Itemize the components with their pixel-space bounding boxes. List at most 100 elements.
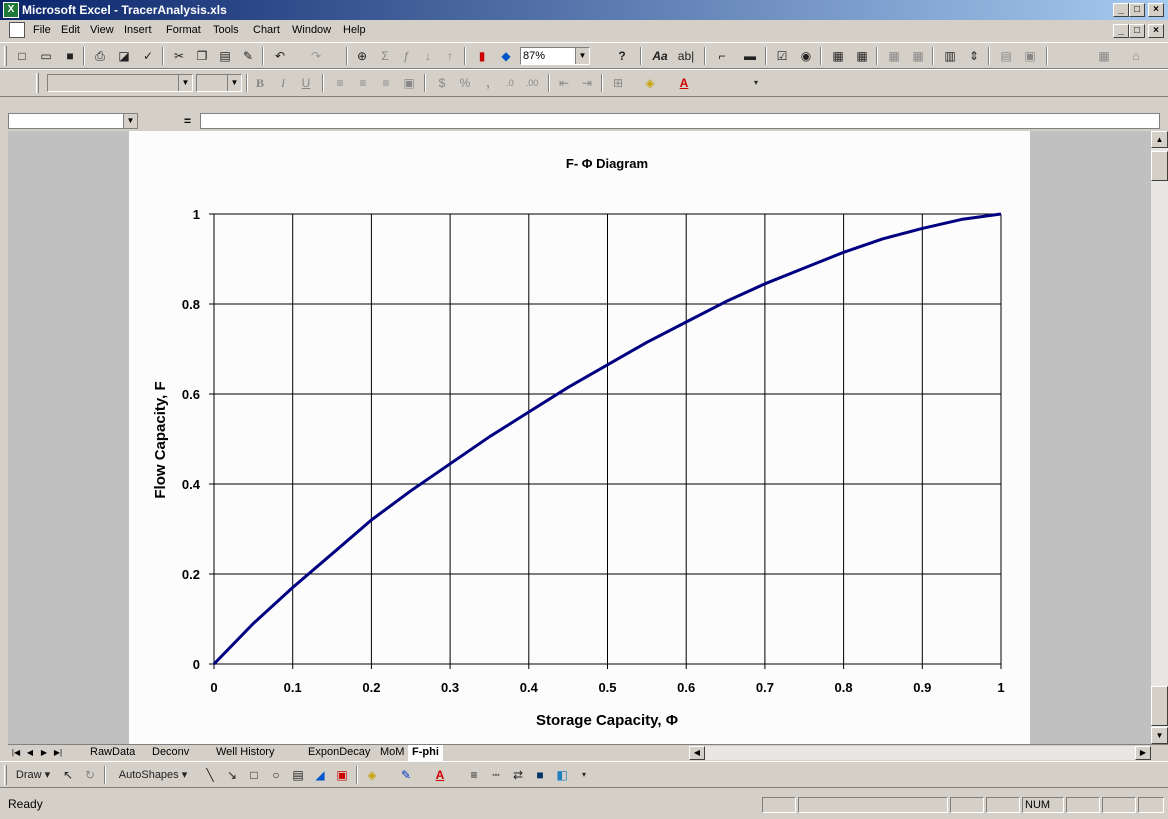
vertical-scrollbar[interactable]: ▲ ▼ bbox=[1151, 131, 1168, 744]
horizontal-scrollbar[interactable]: ◀ ▶ bbox=[689, 746, 1151, 760]
zoom-select[interactable]: 87% ▼ bbox=[520, 47, 590, 65]
fill-color-icon[interactable]: ◈ bbox=[645, 76, 655, 90]
sheet-tab-mom[interactable]: MoM bbox=[380, 746, 405, 758]
last-sheet-icon[interactable]: ▶| bbox=[53, 748, 63, 757]
sheet-tab-deconv[interactable]: Deconv bbox=[152, 746, 190, 758]
sheet-tab-expondecay[interactable]: ExponDecay bbox=[308, 746, 371, 758]
chart-wizard-icon[interactable]: ▮ bbox=[478, 49, 486, 63]
comma-button[interactable]: , bbox=[486, 76, 490, 90]
borders-icon[interactable]: ⊞ bbox=[612, 76, 624, 90]
chevron-down-icon[interactable]: ▼ bbox=[227, 75, 241, 91]
combo-list-edit-icon[interactable]: ▦ bbox=[888, 49, 900, 63]
scroll-thumb[interactable] bbox=[1151, 151, 1168, 181]
list-box-icon[interactable]: ▦ bbox=[832, 49, 844, 63]
button-control-icon[interactable]: ▬ bbox=[744, 49, 756, 63]
oval-icon[interactable]: ○ bbox=[272, 768, 280, 782]
sheet-tab-well-history[interactable]: Well History bbox=[216, 746, 275, 758]
restore-button[interactable]: □ bbox=[1129, 3, 1145, 17]
redo-icon[interactable]: ↷ bbox=[310, 49, 322, 63]
hyperlink-icon[interactable]: ⊕ bbox=[356, 49, 368, 63]
increase-decimal-icon[interactable]: .0 bbox=[506, 78, 514, 88]
text-box-icon[interactable]: ▤ bbox=[292, 768, 304, 782]
textbox-icon[interactable]: ab| bbox=[677, 49, 695, 63]
paste-icon[interactable]: ▤ bbox=[219, 49, 231, 63]
percent-button[interactable]: % bbox=[459, 76, 471, 90]
menu-insert[interactable]: Insert bbox=[124, 24, 152, 36]
underline-button[interactable]: U bbox=[301, 76, 311, 90]
scroll-left-button[interactable]: ◀ bbox=[689, 746, 705, 760]
select-objects-icon[interactable]: ↖ bbox=[62, 768, 74, 782]
first-sheet-icon[interactable]: |◀ bbox=[11, 748, 21, 757]
chart-area[interactable]: 0 0.1 0.2 0.3 0.4 0.5 0.6 0.7 0.8 0.9 1 0 0.2 0.4 0.6 0… bbox=[129, 131, 1030, 744]
wordart-icon[interactable]: ◢ bbox=[315, 768, 325, 782]
workbook-icon[interactable] bbox=[9, 22, 25, 38]
toolbar-grip[interactable] bbox=[4, 46, 7, 66]
next-sheet-icon[interactable]: ▶ bbox=[40, 748, 48, 757]
format-painter-icon[interactable]: ✎ bbox=[242, 49, 254, 63]
scroll-down-button[interactable]: ▼ bbox=[1151, 727, 1168, 744]
run-dialog-icon[interactable]: ⌂ bbox=[1132, 49, 1140, 63]
close-button[interactable]: × bbox=[1148, 3, 1164, 17]
combo-dropdown-edit-icon[interactable]: ▦ bbox=[912, 49, 924, 63]
scroll-right-button[interactable]: ▶ bbox=[1135, 746, 1151, 760]
sort-ascending-icon[interactable]: ↓ bbox=[425, 49, 431, 63]
currency-button[interactable]: $ bbox=[438, 76, 446, 90]
print-icon[interactable]: ⎙ bbox=[95, 49, 105, 63]
name-box[interactable]: ▼ bbox=[8, 113, 138, 129]
fill-color-icon[interactable]: ◈ bbox=[367, 768, 377, 782]
toolbar-grip[interactable] bbox=[4, 765, 7, 785]
scroll-bar-icon[interactable]: ▥ bbox=[944, 49, 956, 63]
align-right-icon[interactable]: ≡ bbox=[382, 76, 390, 90]
line-icon[interactable]: ╲ bbox=[206, 768, 214, 782]
font-color-icon[interactable]: A bbox=[435, 768, 445, 782]
toggle-grid-icon[interactable]: ▦ bbox=[1098, 49, 1110, 63]
arrow-icon[interactable]: ↘ bbox=[226, 768, 238, 782]
font-name-select[interactable]: ▼ bbox=[47, 74, 193, 92]
control-properties-icon[interactable]: ▤ bbox=[1000, 49, 1012, 63]
decrease-indent-icon[interactable]: ⇤ bbox=[558, 76, 570, 90]
doc-restore-button[interactable]: □ bbox=[1129, 24, 1145, 38]
menu-file[interactable]: File bbox=[33, 24, 51, 36]
spelling-icon[interactable]: ✓ bbox=[142, 49, 154, 63]
menu-chart[interactable]: Chart bbox=[253, 24, 280, 36]
toolbar-options-icon[interactable]: ▾ bbox=[753, 78, 758, 87]
minimize-button[interactable]: _ bbox=[1113, 3, 1129, 17]
chart-title[interactable]: F- Φ Diagram bbox=[566, 156, 648, 171]
undo-icon[interactable]: ↶ bbox=[274, 49, 286, 63]
menu-tools[interactable]: Tools bbox=[213, 24, 239, 36]
toolbar-options-icon[interactable]: ▾ bbox=[581, 770, 586, 779]
menu-edit[interactable]: Edit bbox=[61, 24, 80, 36]
help-icon[interactable]: ? bbox=[618, 49, 626, 63]
align-center-icon[interactable]: ≡ bbox=[359, 76, 367, 90]
dash-style-icon[interactable]: ┅ bbox=[492, 768, 500, 782]
scroll-up-button[interactable]: ▲ bbox=[1151, 131, 1168, 148]
doc-close-button[interactable]: × bbox=[1148, 24, 1164, 38]
checkbox-control-icon[interactable]: ☑ bbox=[776, 49, 788, 63]
decrease-decimal-icon[interactable]: .00 bbox=[525, 78, 539, 88]
merge-center-icon[interactable]: ▣ bbox=[403, 76, 415, 90]
3d-icon[interactable]: ◧ bbox=[556, 768, 568, 782]
sheet-tab-f-phi[interactable]: F-phi bbox=[408, 745, 443, 761]
formula-input[interactable] bbox=[200, 113, 1160, 129]
increase-indent-icon[interactable]: ⇥ bbox=[581, 76, 593, 90]
excel-app-icon[interactable]: X bbox=[3, 2, 19, 18]
x-axis-title[interactable]: Storage Capacity, Φ bbox=[536, 712, 678, 729]
prev-sheet-icon[interactable]: ◀ bbox=[26, 748, 34, 757]
line-color-icon[interactable]: ✎ bbox=[400, 768, 412, 782]
drawing-icon[interactable]: ◆ bbox=[501, 49, 511, 63]
chevron-down-icon[interactable]: ▼ bbox=[575, 48, 589, 64]
f-phi-chart[interactable]: 0 0.1 0.2 0.3 0.4 0.5 0.6 0.7 0.8 0.9 1 0 0.2 0.4 0.6 0… bbox=[129, 131, 1030, 744]
line-style-icon[interactable]: ≡ bbox=[470, 768, 478, 782]
clip-art-icon[interactable]: ▣ bbox=[336, 768, 348, 782]
print-preview-icon[interactable]: ◪ bbox=[118, 49, 130, 63]
free-rotate-icon[interactable]: ↻ bbox=[84, 768, 96, 782]
bold-button[interactable]: B bbox=[255, 76, 264, 90]
font-size-select[interactable]: ▼ bbox=[196, 74, 242, 92]
chevron-down-icon[interactable]: ▼ bbox=[123, 114, 137, 128]
y-axis-title[interactable]: Flow Capacity, F bbox=[152, 381, 169, 498]
arrow-style-icon[interactable]: ⇄ bbox=[512, 768, 524, 782]
menu-help[interactable]: Help bbox=[343, 24, 366, 36]
menu-format[interactable]: Format bbox=[166, 24, 201, 36]
italic-button[interactable]: I bbox=[281, 76, 285, 90]
toolbar-grip[interactable] bbox=[36, 73, 39, 93]
